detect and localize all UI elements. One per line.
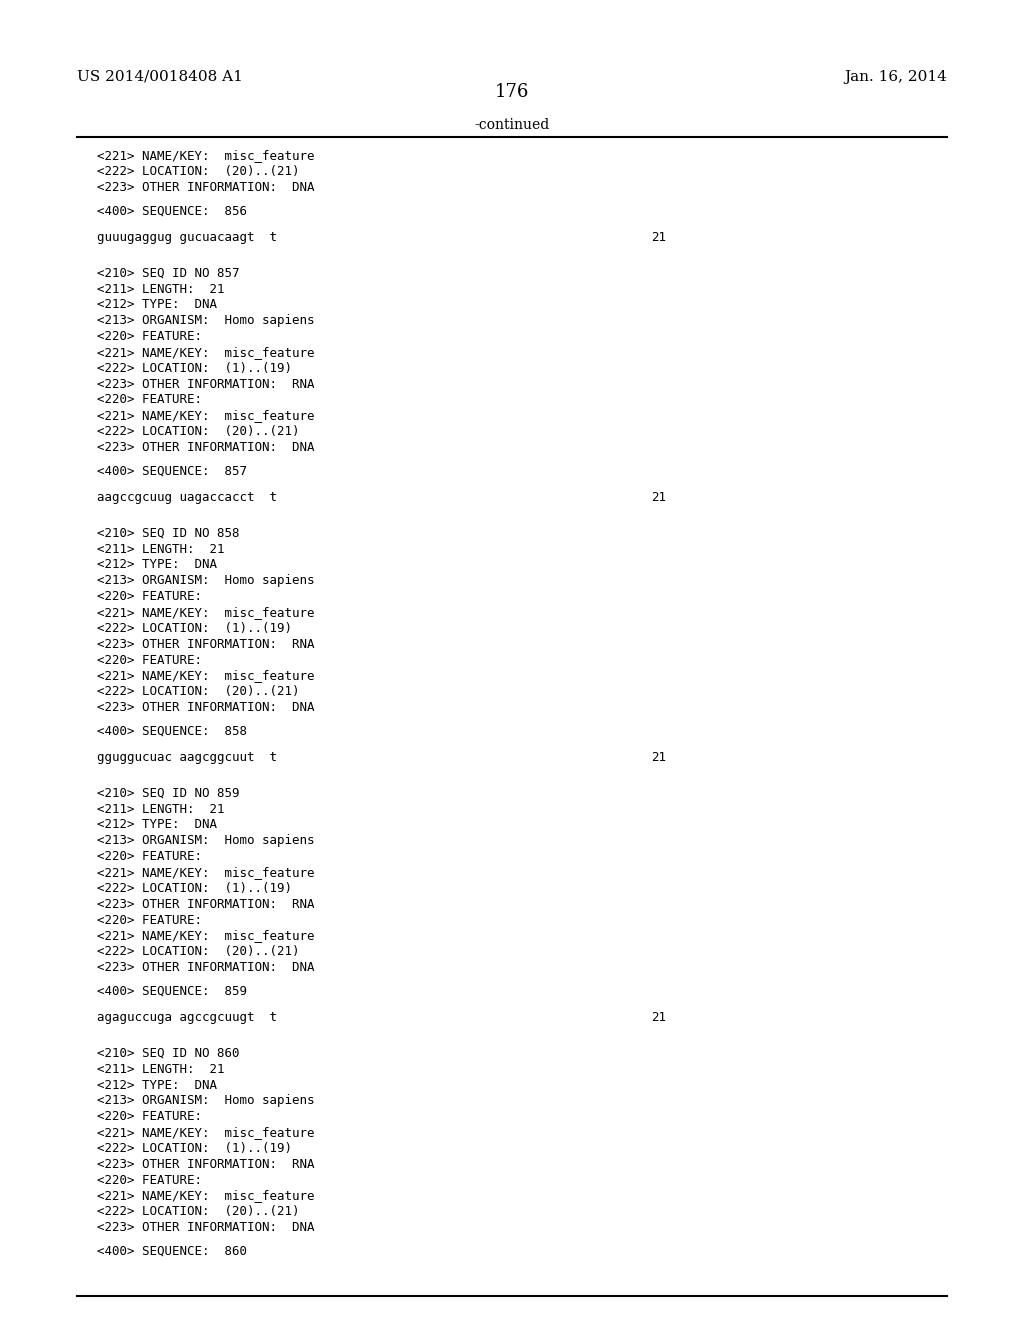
Text: <222> LOCATION:  (1)..(19): <222> LOCATION: (1)..(19): [97, 882, 292, 895]
Text: 176: 176: [495, 83, 529, 102]
Text: <220> FEATURE:: <220> FEATURE:: [97, 590, 203, 603]
Text: <213> ORGANISM:  Homo sapiens: <213> ORGANISM: Homo sapiens: [97, 834, 314, 847]
Text: <223> OTHER INFORMATION:  RNA: <223> OTHER INFORMATION: RNA: [97, 898, 314, 911]
Text: 21: 21: [651, 231, 667, 244]
Text: <210> SEQ ID NO 860: <210> SEQ ID NO 860: [97, 1047, 240, 1060]
Text: <211> LENGTH:  21: <211> LENGTH: 21: [97, 543, 225, 556]
Text: agaguccuga agccgcuugt  t: agaguccuga agccgcuugt t: [97, 1011, 278, 1024]
Text: <400> SEQUENCE:  859: <400> SEQUENCE: 859: [97, 985, 247, 998]
Text: <212> TYPE:  DNA: <212> TYPE: DNA: [97, 818, 217, 832]
Text: Jan. 16, 2014: Jan. 16, 2014: [845, 70, 947, 83]
Text: US 2014/0018408 A1: US 2014/0018408 A1: [77, 70, 243, 83]
Text: guuugaggug gucuacaagt  t: guuugaggug gucuacaagt t: [97, 231, 278, 244]
Text: gguggucuac aagcggcuut  t: gguggucuac aagcggcuut t: [97, 751, 278, 764]
Text: <220> FEATURE:: <220> FEATURE:: [97, 1173, 203, 1187]
Text: <221> NAME/KEY:  misc_feature: <221> NAME/KEY: misc_feature: [97, 1126, 314, 1139]
Text: <220> FEATURE:: <220> FEATURE:: [97, 850, 203, 863]
Text: <211> LENGTH:  21: <211> LENGTH: 21: [97, 282, 225, 296]
Text: <222> LOCATION:  (1)..(19): <222> LOCATION: (1)..(19): [97, 622, 292, 635]
Text: <222> LOCATION:  (1)..(19): <222> LOCATION: (1)..(19): [97, 362, 292, 375]
Text: <222> LOCATION:  (20)..(21): <222> LOCATION: (20)..(21): [97, 165, 300, 178]
Text: <400> SEQUENCE:  858: <400> SEQUENCE: 858: [97, 725, 247, 738]
Text: <210> SEQ ID NO 858: <210> SEQ ID NO 858: [97, 527, 240, 540]
Text: <220> FEATURE:: <220> FEATURE:: [97, 653, 203, 667]
Text: <223> OTHER INFORMATION:  DNA: <223> OTHER INFORMATION: DNA: [97, 441, 314, 454]
Text: <212> TYPE:  DNA: <212> TYPE: DNA: [97, 298, 217, 312]
Text: <223> OTHER INFORMATION:  RNA: <223> OTHER INFORMATION: RNA: [97, 638, 314, 651]
Text: <213> ORGANISM:  Homo sapiens: <213> ORGANISM: Homo sapiens: [97, 574, 314, 587]
Text: <212> TYPE:  DNA: <212> TYPE: DNA: [97, 1078, 217, 1092]
Text: <220> FEATURE:: <220> FEATURE:: [97, 393, 203, 407]
Text: <213> ORGANISM:  Homo sapiens: <213> ORGANISM: Homo sapiens: [97, 314, 314, 327]
Text: <221> NAME/KEY:  misc_feature: <221> NAME/KEY: misc_feature: [97, 866, 314, 879]
Text: <221> NAME/KEY:  misc_feature: <221> NAME/KEY: misc_feature: [97, 409, 314, 422]
Text: <220> FEATURE:: <220> FEATURE:: [97, 913, 203, 927]
Text: <221> NAME/KEY:  misc_feature: <221> NAME/KEY: misc_feature: [97, 669, 314, 682]
Text: <400> SEQUENCE:  857: <400> SEQUENCE: 857: [97, 465, 247, 478]
Text: <213> ORGANISM:  Homo sapiens: <213> ORGANISM: Homo sapiens: [97, 1094, 314, 1107]
Text: <223> OTHER INFORMATION:  DNA: <223> OTHER INFORMATION: DNA: [97, 961, 314, 974]
Text: <222> LOCATION:  (1)..(19): <222> LOCATION: (1)..(19): [97, 1142, 292, 1155]
Text: <223> OTHER INFORMATION:  RNA: <223> OTHER INFORMATION: RNA: [97, 378, 314, 391]
Text: <400> SEQUENCE:  860: <400> SEQUENCE: 860: [97, 1245, 247, 1258]
Text: <220> FEATURE:: <220> FEATURE:: [97, 1110, 203, 1123]
Text: <222> LOCATION:  (20)..(21): <222> LOCATION: (20)..(21): [97, 1205, 300, 1218]
Text: <223> OTHER INFORMATION:  DNA: <223> OTHER INFORMATION: DNA: [97, 181, 314, 194]
Text: <222> LOCATION:  (20)..(21): <222> LOCATION: (20)..(21): [97, 425, 300, 438]
Text: -continued: -continued: [474, 119, 550, 132]
Text: 21: 21: [651, 751, 667, 764]
Text: <212> TYPE:  DNA: <212> TYPE: DNA: [97, 558, 217, 572]
Text: <223> OTHER INFORMATION:  DNA: <223> OTHER INFORMATION: DNA: [97, 701, 314, 714]
Text: <220> FEATURE:: <220> FEATURE:: [97, 330, 203, 343]
Text: <222> LOCATION:  (20)..(21): <222> LOCATION: (20)..(21): [97, 945, 300, 958]
Text: aagccgcuug uagaccacct  t: aagccgcuug uagaccacct t: [97, 491, 278, 504]
Text: <222> LOCATION:  (20)..(21): <222> LOCATION: (20)..(21): [97, 685, 300, 698]
Text: <221> NAME/KEY:  misc_feature: <221> NAME/KEY: misc_feature: [97, 1189, 314, 1203]
Text: <211> LENGTH:  21: <211> LENGTH: 21: [97, 803, 225, 816]
Text: <210> SEQ ID NO 859: <210> SEQ ID NO 859: [97, 787, 240, 800]
Text: <223> OTHER INFORMATION:  DNA: <223> OTHER INFORMATION: DNA: [97, 1221, 314, 1234]
Text: <221> NAME/KEY:  misc_feature: <221> NAME/KEY: misc_feature: [97, 149, 314, 162]
Text: 21: 21: [651, 491, 667, 504]
Text: <211> LENGTH:  21: <211> LENGTH: 21: [97, 1063, 225, 1076]
Text: <221> NAME/KEY:  misc_feature: <221> NAME/KEY: misc_feature: [97, 929, 314, 942]
Text: 21: 21: [651, 1011, 667, 1024]
Text: <400> SEQUENCE:  856: <400> SEQUENCE: 856: [97, 205, 247, 218]
Text: <221> NAME/KEY:  misc_feature: <221> NAME/KEY: misc_feature: [97, 346, 314, 359]
Text: <210> SEQ ID NO 857: <210> SEQ ID NO 857: [97, 267, 240, 280]
Text: <221> NAME/KEY:  misc_feature: <221> NAME/KEY: misc_feature: [97, 606, 314, 619]
Text: <223> OTHER INFORMATION:  RNA: <223> OTHER INFORMATION: RNA: [97, 1158, 314, 1171]
